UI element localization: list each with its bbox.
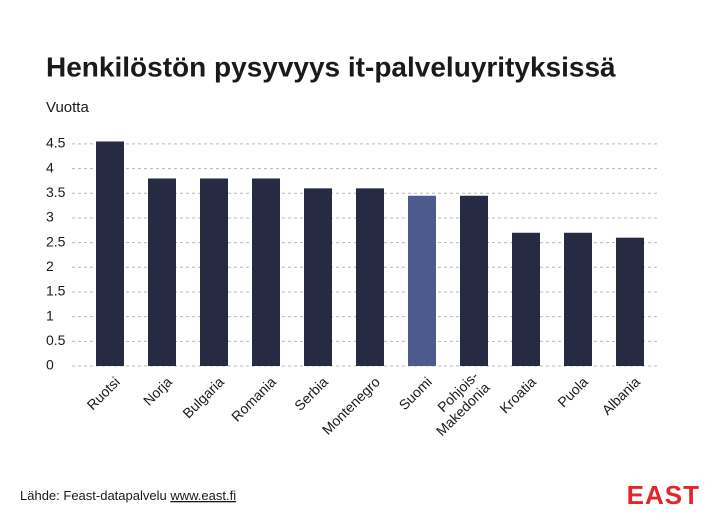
chart-title: Henkilöstön pysyvyys it-palveluyrityksis…: [46, 51, 616, 82]
bar: [564, 232, 592, 366]
logo: EAST: [627, 480, 700, 510]
y-tick-label: 3: [46, 209, 54, 225]
bar: [96, 141, 124, 366]
source-text: Lähde: Feast-datapalvelu: [20, 488, 167, 503]
bar: [200, 178, 228, 366]
y-tick-label: 3.5: [46, 184, 66, 200]
source-link[interactable]: www.east.fi: [169, 488, 236, 503]
bar: [148, 178, 176, 366]
bar: [460, 195, 488, 366]
y-tick-label: 4: [46, 159, 54, 175]
bar: [408, 195, 436, 366]
y-tick-label: 1.5: [46, 283, 66, 299]
bar: [252, 178, 280, 366]
y-tick-label: 1: [46, 307, 54, 323]
y-tick-label: 4.5: [46, 135, 66, 151]
y-tick-label: 0.5: [46, 332, 66, 348]
bar: [356, 188, 384, 366]
y-tick-label: 0: [46, 357, 54, 373]
bar: [512, 232, 540, 366]
bar: [616, 237, 644, 366]
source: Lähde: Feast-datapalvelu www.east.fi: [20, 488, 236, 503]
y-axis-label: Vuotta: [46, 99, 89, 116]
bar: [304, 188, 332, 366]
y-tick-label: 2: [46, 258, 54, 274]
y-tick-label: 2.5: [46, 233, 66, 249]
